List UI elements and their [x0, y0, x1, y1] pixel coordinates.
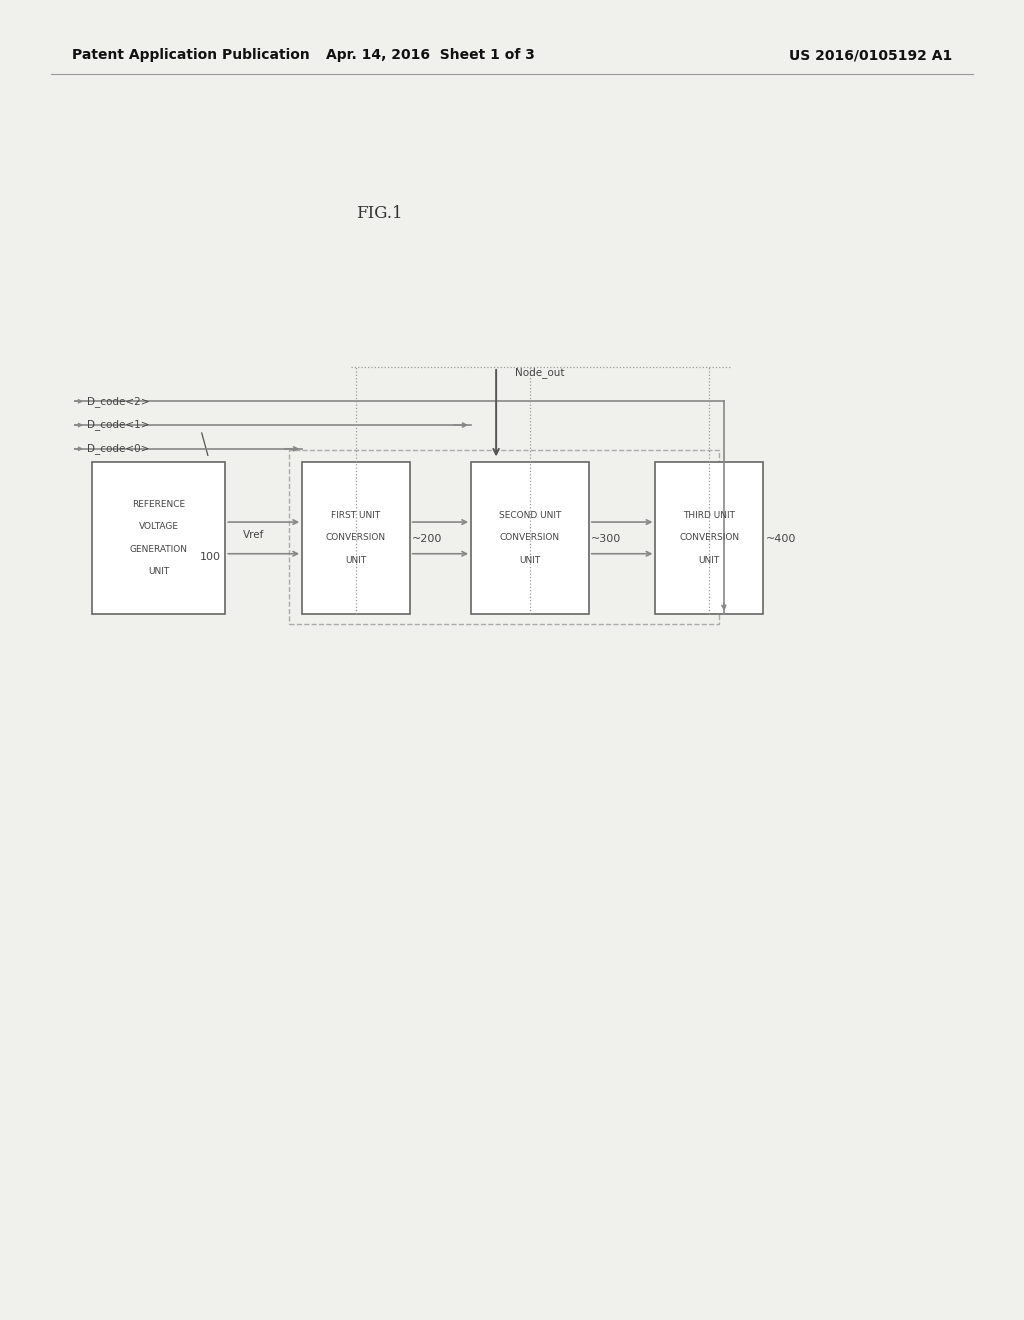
Bar	[471, 462, 589, 614]
Text: Apr. 14, 2016  Sheet 1 of 3: Apr. 14, 2016 Sheet 1 of 3	[326, 49, 535, 62]
Text: UNIT: UNIT	[345, 556, 367, 565]
Text: 100: 100	[200, 552, 221, 562]
Text: THIRD UNIT: THIRD UNIT	[683, 511, 735, 520]
Text: D_code<1>: D_code<1>	[87, 420, 150, 430]
Text: GENERATION: GENERATION	[130, 545, 187, 553]
Text: CONVERSION: CONVERSION	[679, 533, 739, 543]
Text: VOLTAGE: VOLTAGE	[138, 523, 179, 531]
Bar	[302, 462, 410, 614]
Text: ~300: ~300	[591, 533, 622, 544]
Text: CONVERSION: CONVERSION	[500, 533, 560, 543]
Text: FIRST UNIT: FIRST UNIT	[331, 511, 381, 520]
Text: UNIT: UNIT	[148, 568, 169, 576]
Bar	[289, 450, 719, 624]
Text: FIG.1: FIG.1	[355, 206, 402, 222]
Bar	[92, 462, 225, 614]
Text: Node_out: Node_out	[515, 367, 564, 378]
Text: REFERENCE: REFERENCE	[132, 500, 185, 508]
Text: CONVERSION: CONVERSION	[326, 533, 386, 543]
Text: UNIT: UNIT	[519, 556, 541, 565]
Text: D_code<0>: D_code<0>	[87, 444, 150, 454]
Text: Patent Application Publication: Patent Application Publication	[72, 49, 309, 62]
Text: UNIT: UNIT	[698, 556, 720, 565]
Text: ~200: ~200	[412, 533, 442, 544]
Text: ~400: ~400	[766, 533, 797, 544]
Text: US 2016/0105192 A1: US 2016/0105192 A1	[790, 49, 952, 62]
Text: Vref: Vref	[243, 529, 264, 540]
Bar	[655, 462, 763, 614]
Text: SECOND UNIT: SECOND UNIT	[499, 511, 561, 520]
Text: D_code<2>: D_code<2>	[87, 396, 150, 407]
